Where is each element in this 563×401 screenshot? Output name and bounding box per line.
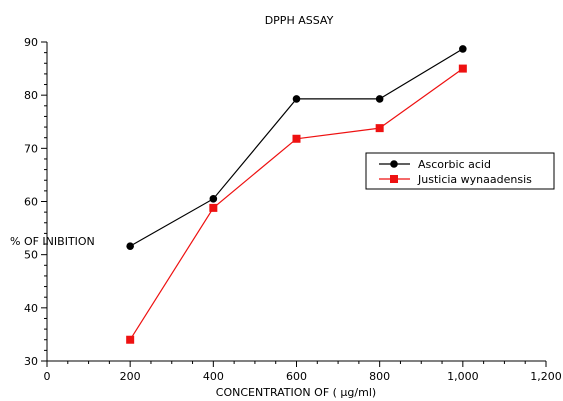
x-ticks <box>46 361 547 367</box>
legend-marker <box>390 160 398 168</box>
x-axis-label: CONCENTRATION OF ( µg/ml) <box>216 386 376 399</box>
series-ascorbic-acid <box>126 45 467 250</box>
data-point <box>209 203 218 212</box>
y-tick-label: 90 <box>24 36 38 49</box>
x-tick-label: 1,200 <box>530 370 562 383</box>
x-tick-labels: 0 200 400 600 800 1,000 1,200 <box>44 370 562 383</box>
y-tick-label: 60 <box>24 196 38 209</box>
data-point <box>126 242 134 250</box>
y-tick-label: 40 <box>24 302 38 315</box>
data-point <box>375 124 384 133</box>
legend: Ascorbic acid Justicia wynaadensis <box>365 152 555 190</box>
data-point <box>292 134 301 143</box>
legend-item: Justicia wynaadensis <box>379 173 532 186</box>
y-tick-label: 70 <box>24 142 38 155</box>
legend-item: Ascorbic acid <box>379 158 491 171</box>
y-axis-label: % OF INIBITION <box>10 235 95 248</box>
y-tick-label: 50 <box>24 249 38 262</box>
legend-label: Ascorbic acid <box>418 158 491 171</box>
y-tick-labels: 30 40 50 60 70 80 90 <box>24 36 38 368</box>
chart-title: DPPH ASSAY <box>265 14 334 27</box>
x-tick-label: 200 <box>120 370 141 383</box>
data-point <box>292 95 301 103</box>
series-layer <box>126 45 467 344</box>
y-tick-label: 80 <box>24 89 38 102</box>
series-line <box>129 68 464 341</box>
axes <box>46 42 546 362</box>
y-ticks <box>41 41 47 362</box>
legend-items: Ascorbic acid Justicia wynaadensis <box>379 158 532 186</box>
data-point <box>126 335 135 344</box>
x-tick-label: 800 <box>369 370 390 383</box>
legend-label: Justicia wynaadensis <box>417 173 532 186</box>
x-tick-label: 400 <box>203 370 224 383</box>
data-point <box>375 95 384 103</box>
data-point <box>458 64 467 73</box>
data-point <box>209 195 218 203</box>
series-justicia-wynaadensis <box>126 64 467 344</box>
series-line <box>129 48 464 247</box>
x-tick-label: 0 <box>44 370 51 383</box>
legend-marker <box>390 175 398 183</box>
data-point <box>459 45 467 53</box>
y-tick-label: 30 <box>24 355 38 368</box>
x-tick-label: 600 <box>286 370 307 383</box>
x-tick-label: 1,000 <box>447 370 479 383</box>
